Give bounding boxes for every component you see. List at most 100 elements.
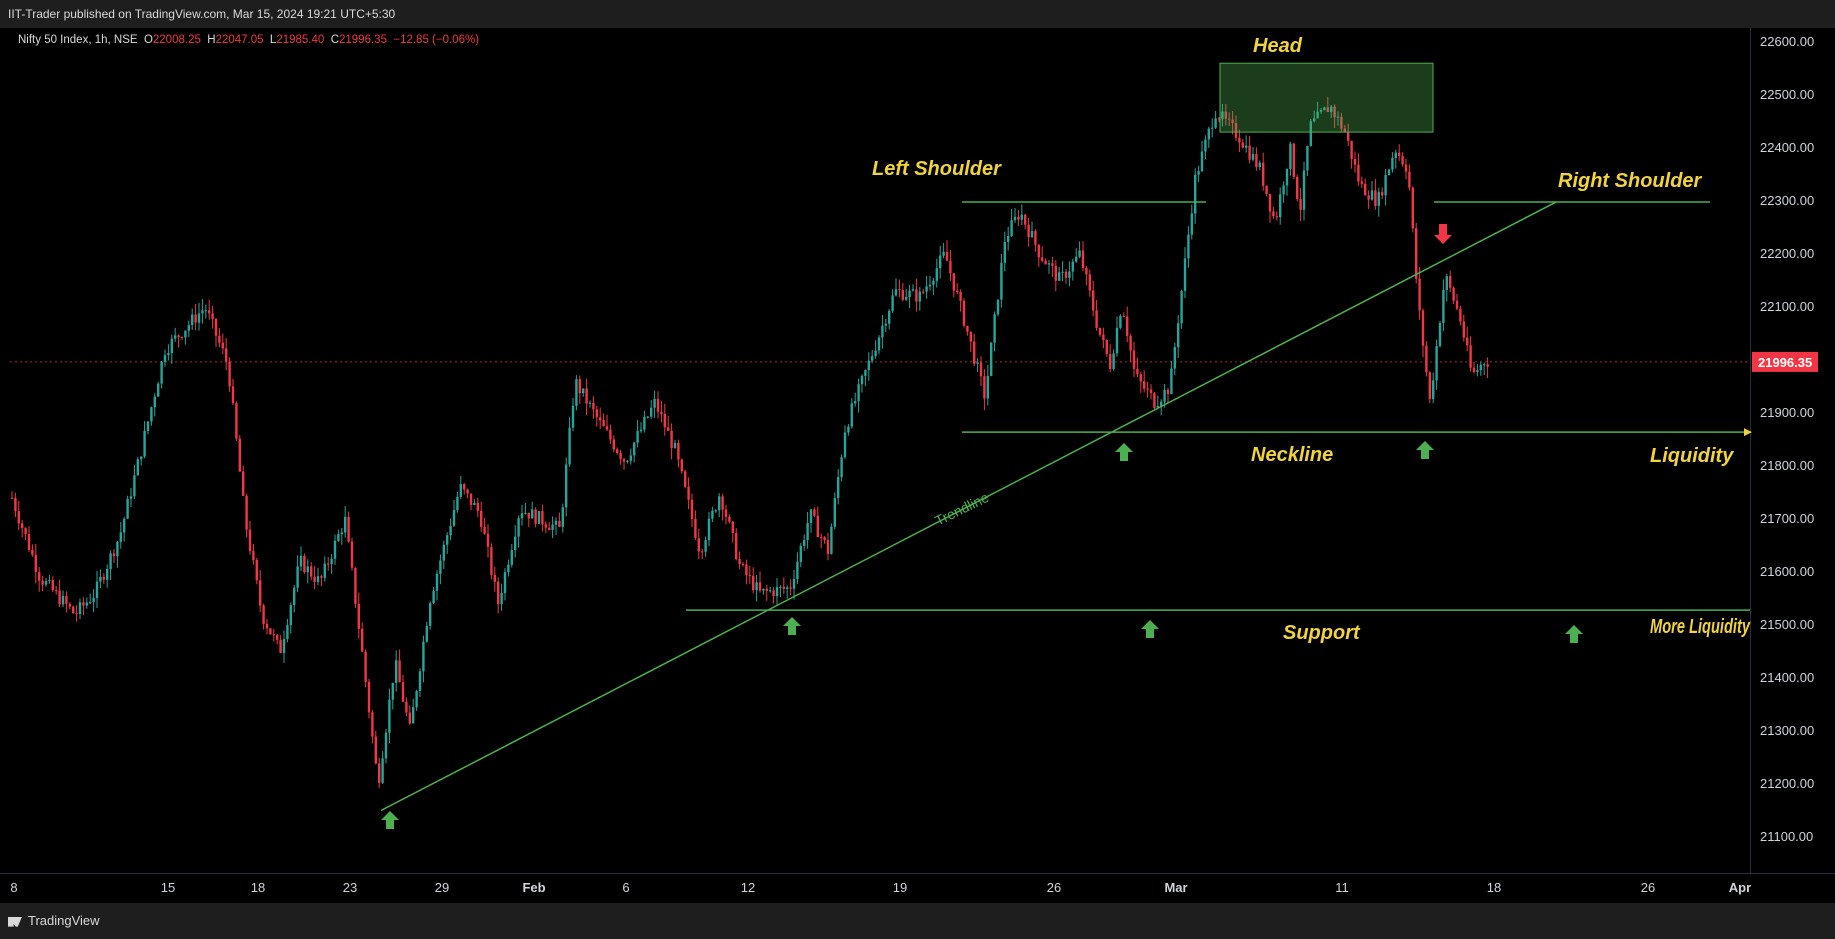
time-tick-label: 26 (1047, 880, 1061, 895)
candle-body (1010, 220, 1013, 236)
candle-body (775, 587, 779, 597)
candle-body (1275, 216, 1278, 218)
candle-body (565, 464, 568, 508)
candle-body (208, 310, 211, 314)
candle-body (1163, 389, 1166, 402)
candle-body (293, 587, 296, 606)
candle-body (1221, 111, 1224, 120)
candle-body (1442, 289, 1445, 323)
candle-body (864, 370, 867, 376)
candle-body (806, 523, 809, 541)
candle-body (1435, 346, 1438, 381)
annotation-neckline: Neckline (1251, 444, 1333, 466)
candle-body (956, 290, 959, 293)
candle-body (915, 289, 918, 302)
candle-body (248, 529, 252, 552)
candle-body (1330, 106, 1333, 113)
candle-body (935, 268, 938, 281)
candle-body (517, 518, 520, 537)
candle-body (636, 431, 639, 443)
candle-body (378, 763, 381, 783)
candle-body (106, 568, 109, 580)
ohlc-open: 22008.25 (152, 34, 201, 46)
annotation-left-shoulder: Left Shoulder (872, 158, 1002, 180)
candle-body (571, 405, 575, 428)
price-tick-label: 21500.00 (1760, 617, 1814, 632)
candle-body (1279, 194, 1282, 218)
candle-body (262, 605, 265, 624)
candle-body (643, 416, 646, 430)
candle-body (364, 651, 367, 682)
candle-body (871, 356, 874, 361)
time-tick-label: 29 (435, 880, 449, 895)
candle-body (1394, 152, 1397, 158)
candle-body (1081, 250, 1085, 269)
candle-body (1357, 164, 1360, 182)
price-scale[interactable] (1750, 28, 1835, 873)
candle-body (826, 539, 830, 554)
candle-body (1377, 192, 1380, 206)
candle-body (1214, 118, 1217, 128)
candle-body (1180, 290, 1183, 324)
candle-body (180, 337, 184, 339)
candle-body (537, 511, 541, 524)
up-arrow-icon (1416, 441, 1434, 459)
candle-body (1000, 262, 1003, 300)
candle-body (1340, 116, 1343, 129)
footer-brand: TradingView (28, 913, 100, 928)
candle-body (514, 536, 517, 551)
candle-body (1316, 111, 1319, 119)
candle-body (697, 538, 700, 552)
candle-body (605, 426, 609, 430)
candle-body (228, 361, 231, 387)
candle-body (820, 536, 823, 538)
last-price-label: 21996.35 (1758, 355, 1812, 370)
candle-body (653, 398, 656, 408)
candle-body (554, 520, 558, 525)
candle-body (48, 580, 51, 582)
candle-body (1438, 322, 1442, 347)
candle-body (1421, 310, 1425, 346)
candle-body (1387, 169, 1391, 175)
candle-body (874, 350, 877, 357)
candle-body (796, 561, 799, 580)
ohlc-open-label: O (143, 34, 153, 46)
candle-body (959, 292, 962, 301)
chart-area[interactable] (10, 28, 1760, 873)
candle-body (1449, 276, 1452, 288)
down-arrow-icon (1434, 224, 1452, 244)
time-axis[interactable] (0, 873, 1835, 903)
candle-body (548, 527, 551, 530)
candle-body (1173, 347, 1176, 369)
candle-body (1102, 334, 1105, 341)
candle-body (1353, 158, 1357, 165)
up-arrow-icon (381, 811, 399, 829)
price-tick-label: 21300.00 (1760, 723, 1814, 738)
candle-body (1170, 368, 1173, 395)
candle-body (21, 523, 24, 529)
candle-body (894, 289, 898, 296)
candle-body (925, 286, 928, 292)
candle-body (1058, 272, 1061, 281)
candle-body (296, 566, 299, 588)
candle-body (1251, 154, 1255, 160)
candle-body (337, 534, 340, 541)
candle-body (497, 581, 500, 605)
candle-body (68, 603, 71, 607)
candle-body (1306, 145, 1309, 171)
ohlc-high-label: H (207, 34, 216, 46)
candle-body (772, 590, 775, 597)
candle-body (17, 511, 20, 524)
candle-body (415, 691, 418, 708)
candle-body (609, 429, 612, 440)
time-tick-label: 26 (1641, 880, 1655, 895)
candle-body (1350, 140, 1353, 159)
candle-body (1272, 211, 1275, 217)
candle-body (41, 580, 44, 585)
candle-body (667, 427, 670, 431)
candle-body (769, 590, 772, 592)
candle-body (72, 606, 75, 614)
candle-body (724, 509, 728, 517)
candle-body (1190, 213, 1193, 235)
